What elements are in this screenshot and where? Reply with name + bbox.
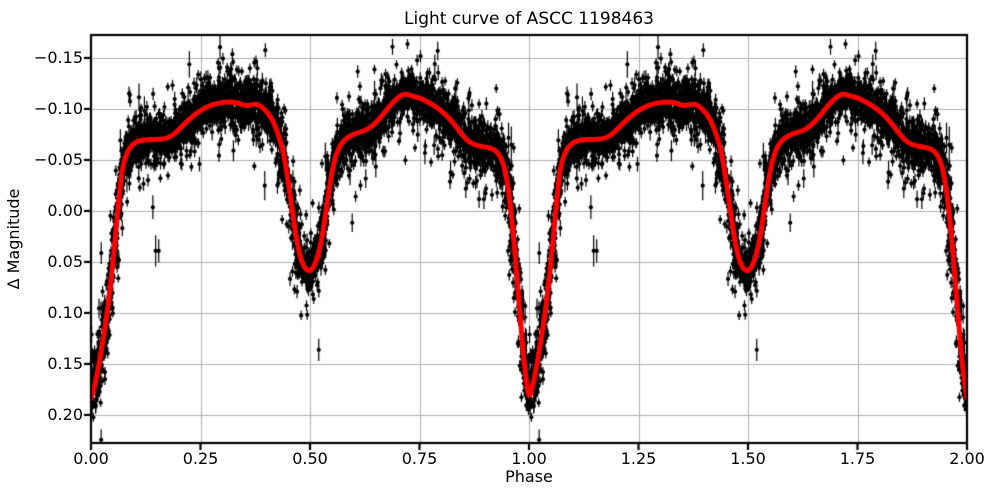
y-tick-label: 0.20 <box>47 404 83 424</box>
x-tick-label: 2.00 <box>949 449 985 468</box>
x-tick-label: 1.00 <box>511 449 547 468</box>
x-tick-label: 0.75 <box>401 449 438 468</box>
y-tick-label: 0.00 <box>47 200 83 220</box>
x-tick-label: 0.50 <box>292 449 328 468</box>
y-tick-label: −0.15 <box>33 47 83 67</box>
x-tick-label: 1.50 <box>730 449 766 468</box>
y-tick-label: −0.10 <box>33 98 83 118</box>
x-tick-label: 0.00 <box>73 449 109 468</box>
y-tick-label: 0.15 <box>47 353 83 373</box>
y-tick-label: 0.05 <box>47 251 83 271</box>
y-tick-label: −0.05 <box>33 149 83 169</box>
x-axis-label: Phase <box>505 467 553 486</box>
chart-title: Light curve of ASCC 1198463 <box>404 9 654 29</box>
y-tick-label: 0.10 <box>47 302 83 322</box>
x-tick-label: 0.25 <box>182 449 219 468</box>
x-tick-label: 1.75 <box>839 449 876 468</box>
x-tick-label: 1.25 <box>620 449 657 468</box>
